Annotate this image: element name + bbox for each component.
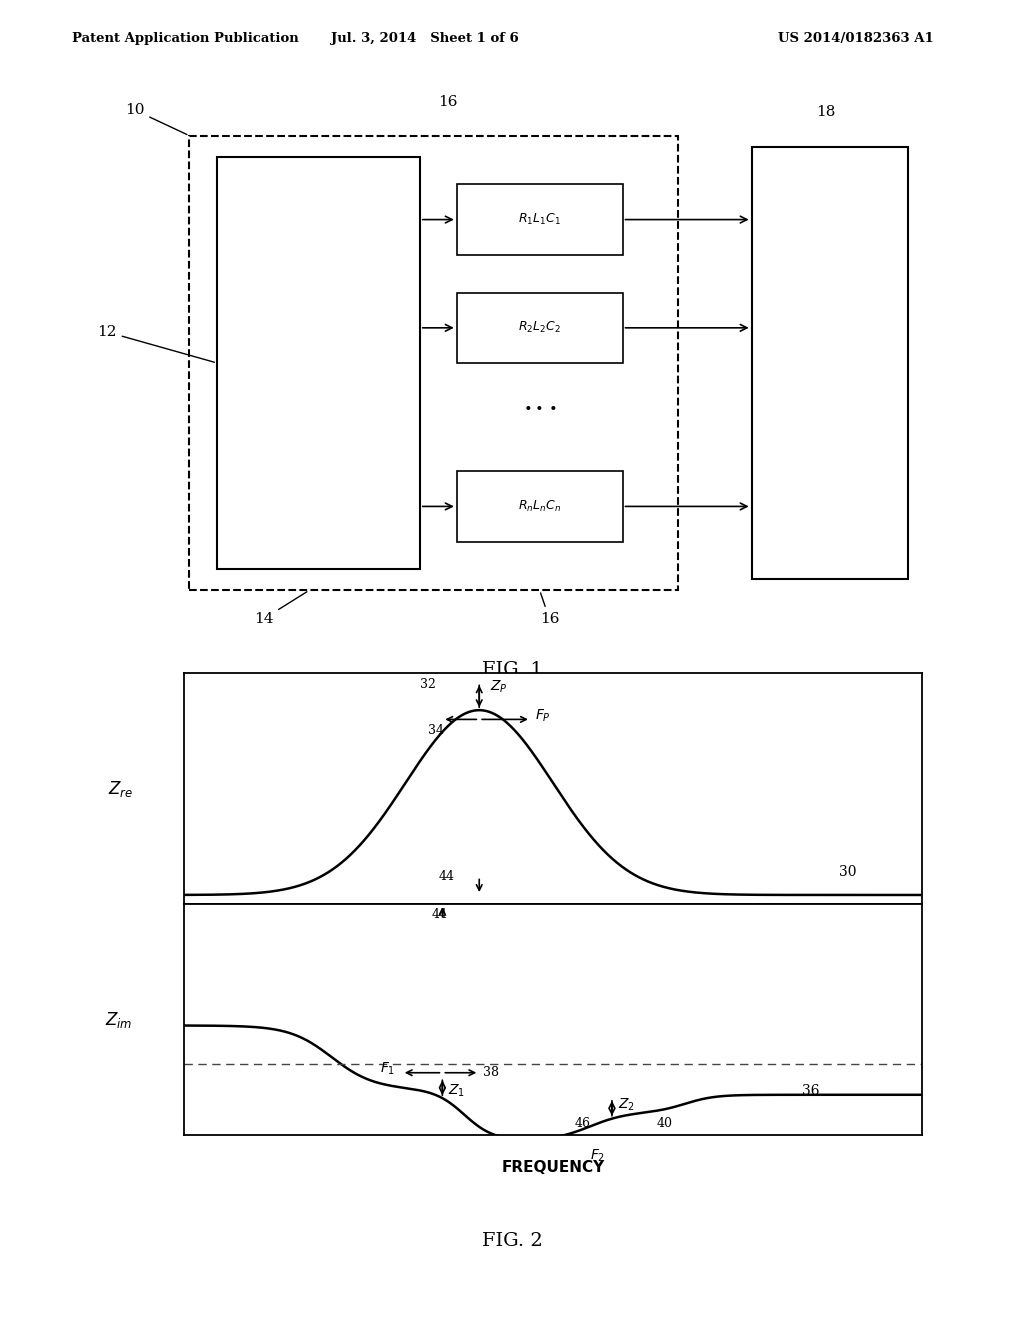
Text: 30: 30 <box>839 866 857 879</box>
Text: 46: 46 <box>575 1117 591 1130</box>
Text: 10: 10 <box>125 103 187 135</box>
Text: 36: 36 <box>802 1084 820 1098</box>
Text: 32: 32 <box>420 678 436 690</box>
Text: $F_2$: $F_2$ <box>590 1147 605 1164</box>
Text: $F_1$: $F_1$ <box>380 1061 395 1077</box>
Text: $Z_P$: $Z_P$ <box>490 678 508 696</box>
Text: $\bullet\bullet\bullet$: $\bullet\bullet\bullet$ <box>522 399 557 413</box>
Text: $R_1L_1C_1$: $R_1L_1C_1$ <box>518 213 561 227</box>
Bar <box>457 293 623 363</box>
Text: FIG. 1: FIG. 1 <box>481 660 543 678</box>
Bar <box>752 147 908 579</box>
Text: $Z_1$: $Z_1$ <box>449 1082 465 1100</box>
Text: $Z_{re}$: $Z_{re}$ <box>108 779 133 799</box>
Text: $F_P$: $F_P$ <box>535 708 550 723</box>
Text: 12: 12 <box>97 325 214 362</box>
Text: 16: 16 <box>437 95 458 108</box>
Text: 38: 38 <box>483 1067 499 1080</box>
Bar <box>457 471 623 541</box>
Text: $R_nL_nC_n$: $R_nL_nC_n$ <box>518 499 561 513</box>
Text: 34: 34 <box>428 725 443 737</box>
Bar <box>189 136 678 590</box>
Text: 18: 18 <box>816 106 835 120</box>
Bar <box>457 185 623 255</box>
Text: 44: 44 <box>438 870 455 883</box>
Text: 44: 44 <box>431 908 447 921</box>
Bar <box>217 157 420 569</box>
Text: US 2014/0182363 A1: US 2014/0182363 A1 <box>778 32 934 45</box>
Text: FREQUENCY: FREQUENCY <box>502 1160 604 1175</box>
Text: 40: 40 <box>656 1117 672 1130</box>
Text: $Z_{im}$: $Z_{im}$ <box>105 1010 133 1030</box>
Text: Patent Application Publication: Patent Application Publication <box>72 32 298 45</box>
Text: 14: 14 <box>254 591 307 626</box>
Text: $Z_2$: $Z_2$ <box>617 1097 635 1113</box>
Text: Jul. 3, 2014   Sheet 1 of 6: Jul. 3, 2014 Sheet 1 of 6 <box>331 32 519 45</box>
Text: FIG. 2: FIG. 2 <box>481 1233 543 1250</box>
Text: $R_2L_2C_2$: $R_2L_2C_2$ <box>518 321 561 335</box>
Text: 16: 16 <box>540 593 559 626</box>
